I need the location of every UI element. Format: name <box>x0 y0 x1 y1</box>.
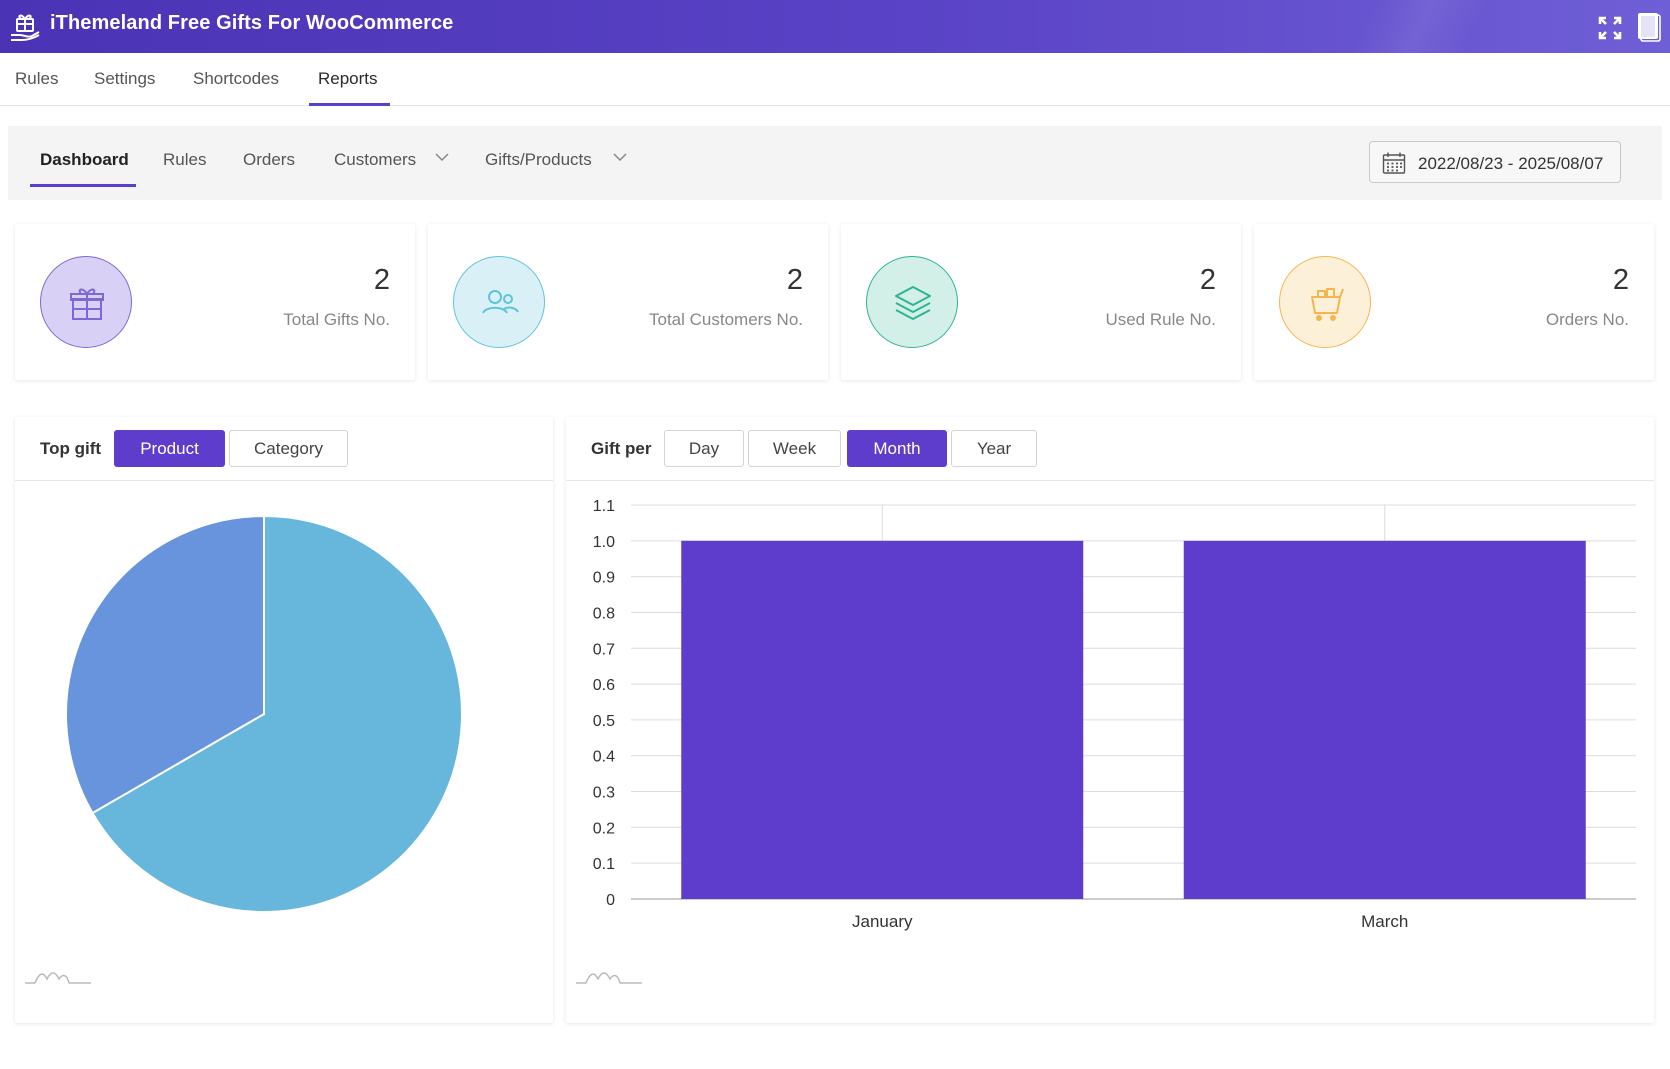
gift-icon <box>70 288 104 320</box>
chart-logo-icon <box>25 972 91 984</box>
stat-icon-circle <box>866 256 958 348</box>
date-range-text: 2022/08/23 - 2025/08/07 <box>1418 154 1604 173</box>
chevron-down-icon[interactable] <box>613 152 627 162</box>
cart-icon <box>1311 288 1344 321</box>
month-toggle-button[interactable]: Month <box>847 430 947 467</box>
gift-per-label: Gift per <box>591 439 652 458</box>
week-toggle-button[interactable]: Week <box>748 430 841 467</box>
pie-slice[interactable] <box>91 514 463 913</box>
date-range-picker[interactable]: 2022/08/23 - 2025/08/07 <box>1369 141 1621 183</box>
product-toggle-button[interactable]: Product <box>114 430 225 467</box>
pie-slice[interactable] <box>65 514 265 815</box>
y-tick-label: 0.9 <box>593 570 615 587</box>
top-gift-panel: Top gift Product Category <box>15 417 553 1023</box>
subtab-gifts-products[interactable]: Gifts/Products <box>485 150 592 169</box>
gift-per-header: Gift per Day Week Month Year <box>566 417 1654 481</box>
layers-icon <box>895 286 931 320</box>
users-icon <box>482 290 519 314</box>
gift-per-bar-chart: 0 0.1 0.2 0.3 0.4 0.5 0.6 0.7 0.8 0.9 1.0 1.1 Januar… <box>593 498 1636 931</box>
stat-icon-circle <box>1279 256 1371 348</box>
bar[interactable] <box>1183 540 1586 899</box>
day-toggle-button[interactable]: Day <box>664 430 744 467</box>
top-gift-label: Top gift <box>40 439 102 458</box>
stat-value: 2 <box>1612 264 1629 296</box>
app-header: iThemeland Free Gifts For WooCommerce <box>0 0 1670 53</box>
year-toggle-button[interactable]: Year <box>951 430 1037 467</box>
stat-card-orders: 2 Orders No. <box>1254 224 1654 380</box>
gift-per-panel: Gift per Day Week Month Year 0 0.1 0.2 0.3 0… <box>566 417 1654 1023</box>
chart-logo-icon <box>576 972 642 984</box>
documentation-icon[interactable] <box>1636 12 1662 42</box>
stat-label: Orders No. <box>1545 310 1629 329</box>
tab-settings[interactable]: Settings <box>94 69 156 88</box>
calendar-icon <box>1382 152 1406 174</box>
stat-value: 2 <box>373 264 390 296</box>
fullscreen-icon[interactable] <box>1598 16 1622 40</box>
active-tab-indicator <box>309 103 390 106</box>
subtab-rules[interactable]: Rules <box>163 150 207 169</box>
app-title: iThemeland Free Gifts For WooCommerce <box>50 12 454 34</box>
header-decoration <box>1290 0 1550 53</box>
category-toggle-button[interactable]: Category <box>229 430 348 467</box>
y-tick-label: 0.3 <box>593 785 615 802</box>
bar[interactable] <box>681 540 1084 899</box>
y-tick-label: 0.4 <box>593 749 615 766</box>
stat-icon-circle <box>40 256 132 348</box>
stat-icon-circle <box>453 256 545 348</box>
y-tick-label: 0.7 <box>593 641 615 658</box>
gift-hand-logo-icon <box>11 14 40 41</box>
y-tick-label: 1.1 <box>593 498 615 515</box>
main-tabs: Rules Settings Shortcodes Reports <box>0 53 1670 106</box>
x-tick-label: January <box>852 912 913 931</box>
tab-rules[interactable]: Rules <box>15 69 59 88</box>
x-tick-label: March <box>1361 912 1408 931</box>
stat-label: Total Customers No. <box>649 310 803 329</box>
y-tick-label: 1.0 <box>593 534 615 551</box>
stat-label: Total Gifts No. <box>283 310 390 329</box>
stat-value: 2 <box>786 264 803 296</box>
subtab-dashboard[interactable]: Dashboard <box>40 150 129 169</box>
y-tick-label: 0.2 <box>593 820 615 837</box>
stat-card-used-rules: 2 Used Rule No. <box>841 224 1241 380</box>
subtab-customers[interactable]: Customers <box>334 150 417 169</box>
y-tick-label: 0.8 <box>593 605 615 622</box>
stat-card-total-customers: 2 Total Customers No. <box>428 224 828 380</box>
y-tick-label: 0.5 <box>593 713 615 730</box>
y-tick-label: 0.6 <box>593 677 615 694</box>
stat-card-total-gifts: 2 Total Gifts No. <box>15 224 415 380</box>
y-tick-label: 0.1 <box>593 856 615 873</box>
subtab-orders[interactable]: Orders <box>243 150 295 169</box>
stat-value: 2 <box>1199 264 1216 296</box>
stat-label: Used Rule No. <box>1105 310 1216 329</box>
chevron-down-icon[interactable] <box>435 152 449 162</box>
tab-reports[interactable]: Reports <box>318 69 378 88</box>
reports-subnav: Dashboard Rules Orders Customers Gifts/P… <box>8 126 1662 200</box>
top-gift-pie-chart <box>65 514 463 913</box>
top-gift-header: Top gift Product Category <box>15 417 553 481</box>
y-tick-label: 0 <box>606 892 615 909</box>
tab-shortcodes[interactable]: Shortcodes <box>193 69 279 88</box>
active-subtab-indicator <box>30 184 136 187</box>
